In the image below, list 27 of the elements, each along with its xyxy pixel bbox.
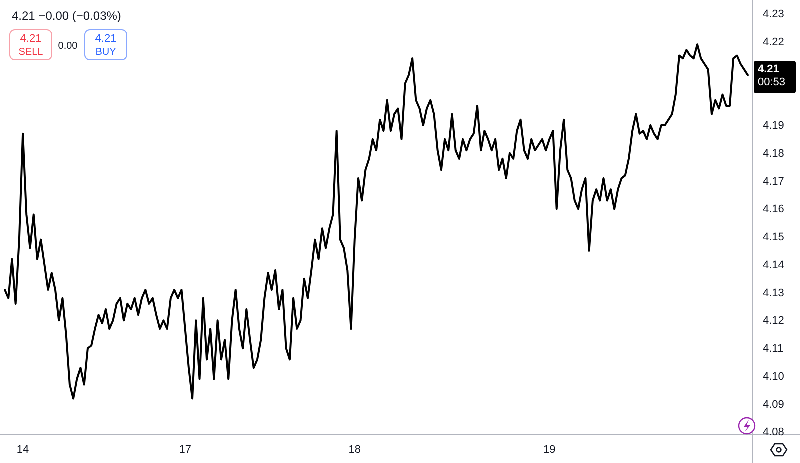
y-tick-label: 4.16	[763, 204, 784, 216]
annotation: SELL	[18, 47, 44, 58]
y-tick-label: 4.11	[763, 343, 784, 356]
x-tick-label: 18	[348, 444, 361, 456]
y-tick-label: 4.09	[763, 398, 784, 411]
annotation: 4.21 −0.00 (−0.03%)	[12, 9, 122, 23]
y-tick-label: 4.17	[763, 176, 784, 188]
x-tick-label: 19	[544, 444, 556, 456]
annotation: 4.21	[20, 33, 42, 45]
y-tick-label: 4.12	[763, 315, 784, 328]
line-series	[4, 44, 749, 400]
y-tick-label: 4.19	[763, 120, 784, 132]
y-tick-label: 4.18	[763, 148, 784, 160]
y-tick-label: 4.08	[763, 426, 784, 439]
y-tick-label: 4.15	[763, 232, 784, 244]
y-tick-label: 4.23	[763, 8, 784, 20]
y-tick-label: 4.22	[763, 36, 784, 48]
text: 4.21	[758, 63, 780, 76]
x-tick-label: 14	[16, 444, 30, 456]
text: 00:53	[758, 76, 786, 88]
annotation: BUY	[96, 47, 117, 58]
x-tick-label: 17	[179, 444, 192, 456]
y-tick-label: 4.13	[763, 287, 784, 300]
annotation: 4.21	[95, 33, 117, 45]
y-tick-label: 4.14	[763, 259, 784, 272]
annotation: 0.00	[58, 41, 78, 52]
y-tick-label: 4.10	[763, 370, 784, 383]
